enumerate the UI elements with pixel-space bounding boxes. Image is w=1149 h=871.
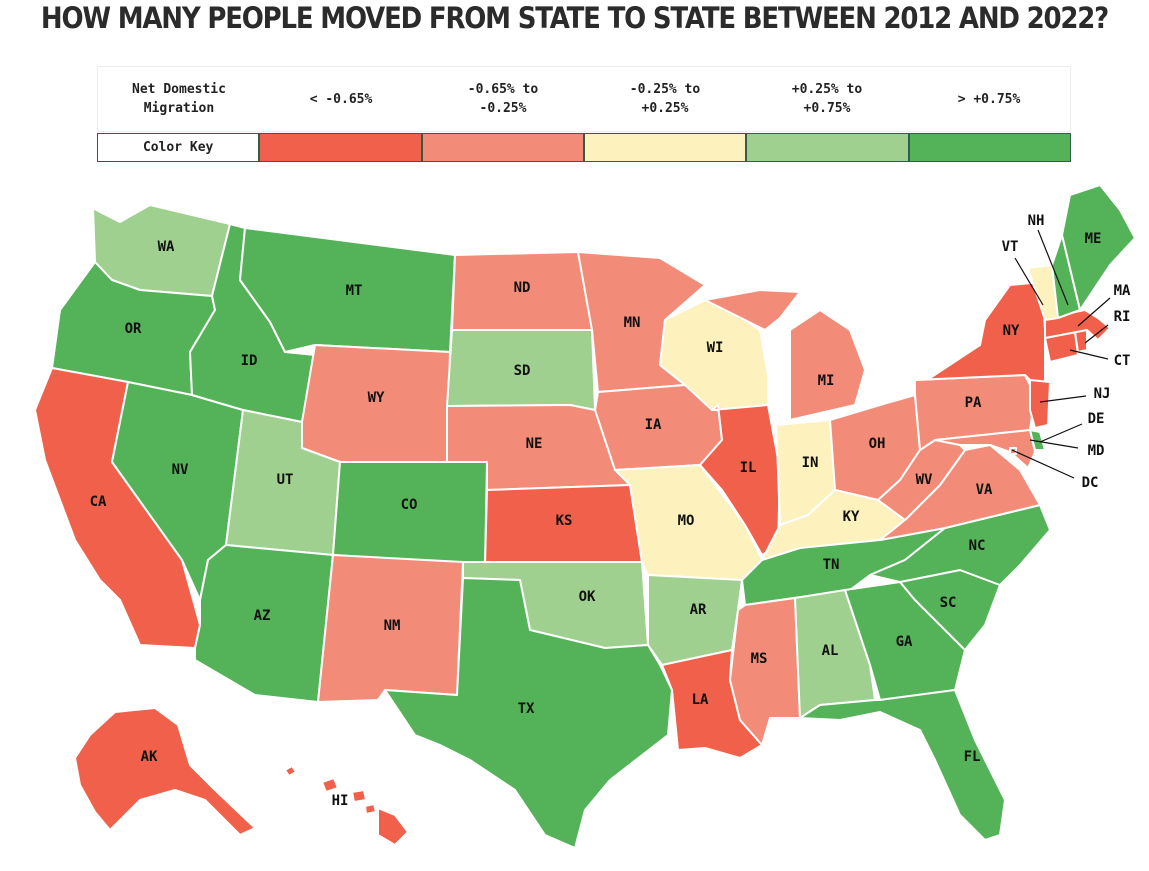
state-label-ct: CT <box>1114 353 1131 369</box>
state-label-de: DE <box>1088 411 1105 427</box>
state-label-ma: MA <box>1114 283 1131 299</box>
state-label-wa: WA <box>158 239 175 255</box>
legend-range-label: +0.25% to +0.75% <box>791 82 863 116</box>
state-label-ok: OK <box>579 589 596 605</box>
state-label-mn: MN <box>624 315 641 331</box>
legend-swatch <box>421 133 584 162</box>
state-label-ca: CA <box>90 494 107 510</box>
state-label-va: VA <box>976 482 993 498</box>
state-il[interactable] <box>699 404 781 556</box>
state-label-wy: WY <box>368 390 385 406</box>
state-label-pa: PA <box>965 395 982 411</box>
state-label-id: ID <box>241 353 258 369</box>
state-label-la: LA <box>692 692 709 708</box>
legend-color-row: Color Key <box>97 133 1071 162</box>
state-label-sc: SC <box>940 595 957 611</box>
legend-swatch <box>259 133 422 162</box>
state-nc[interactable] <box>869 504 1051 586</box>
state-label-mi: MI <box>818 373 835 389</box>
state-label-fl: FL <box>964 749 981 765</box>
leader-line <box>1014 257 1044 306</box>
state-ri[interactable] <box>1074 329 1088 353</box>
state-ak[interactable] <box>74 707 256 836</box>
legend-header: Net Domestic Migration <box>132 82 226 116</box>
state-label-nv: NV <box>172 462 189 478</box>
leader-line <box>1037 229 1069 306</box>
legend-header-row: Net Domestic Migration < -0.65% -0.65% t… <box>97 66 1071 132</box>
state-hi[interactable] <box>284 765 409 846</box>
state-label-ks: KS <box>556 513 573 529</box>
legend-key-label: Color Key <box>97 133 260 162</box>
state-label-vt: VT <box>1002 239 1019 255</box>
state-label-ri: RI <box>1114 309 1131 325</box>
state-label-nd: ND <box>514 280 531 296</box>
state-label-sd: SD <box>514 363 531 379</box>
state-label-hi: HI <box>332 793 349 809</box>
state-mi[interactable] <box>704 289 866 421</box>
state-label-nm: NM <box>384 618 401 634</box>
legend-swatch <box>746 133 909 162</box>
state-label-me: ME <box>1085 231 1102 247</box>
state-label-ny: NY <box>1003 323 1020 339</box>
state-me[interactable] <box>1061 184 1136 311</box>
legend-range-label: > +0.75% <box>957 91 1021 107</box>
legend-swatch <box>908 133 1071 162</box>
state-label-ms: MS <box>751 651 768 667</box>
state-label-mo: MO <box>678 513 695 529</box>
state-co[interactable] <box>332 461 488 566</box>
state-labels: WA OR CA NV ID MT WY UT AZ CO NM ND SD N… <box>90 213 1131 809</box>
state-label-nc: NC <box>969 538 986 554</box>
state-label-ut: UT <box>277 472 294 488</box>
leader-line <box>1039 395 1087 403</box>
state-label-al: AL <box>822 643 839 659</box>
state-md[interactable] <box>934 429 1036 469</box>
state-label-co: CO <box>401 497 418 513</box>
legend: Net Domestic Migration < -0.65% -0.65% t… <box>97 66 1071 162</box>
leader-line <box>1011 449 1075 479</box>
legend-range-label: -0.65% to -0.25% <box>467 82 539 116</box>
state-label-ga: GA <box>896 634 913 650</box>
state-label-il: IL <box>740 460 757 476</box>
state-label-ne: NE <box>526 436 543 452</box>
leader-line <box>1039 423 1083 443</box>
state-label-tx: TX <box>518 701 535 717</box>
state-label-wv: WV <box>916 472 933 488</box>
state-label-tn: TN <box>823 557 840 573</box>
leader-line <box>1084 324 1109 344</box>
state-fl[interactable] <box>799 689 1006 841</box>
state-label-ar: AR <box>690 602 707 618</box>
state-label-nh: NH <box>1028 213 1045 229</box>
leader-line <box>1077 297 1111 327</box>
state-label-dc: DC <box>1082 475 1099 491</box>
state-label-mt: MT <box>346 283 363 299</box>
state-shapes <box>34 184 1136 849</box>
map-title: HOW MANY PEOPLE MOVED FROM STATE TO STAT… <box>40 2 1109 36</box>
leader-lines <box>1011 229 1111 479</box>
state-label-nj: NJ <box>1094 386 1111 402</box>
state-label-ak: AK <box>141 749 158 765</box>
state-tx[interactable] <box>384 577 673 849</box>
state-label-ky: KY <box>843 509 860 525</box>
legend-range-label: < -0.65% <box>309 91 373 107</box>
state-label-wi: WI <box>707 340 724 356</box>
state-label-or: OR <box>125 321 142 337</box>
legend-swatch <box>583 133 747 162</box>
state-label-md: MD <box>1088 443 1105 459</box>
state-label-az: AZ <box>254 608 271 624</box>
leader-line <box>1069 349 1109 360</box>
state-label-in: IN <box>802 455 819 471</box>
leader-line <box>1029 439 1079 449</box>
state-label-ia: IA <box>645 417 662 433</box>
state-label-oh: OH <box>869 436 886 452</box>
legend-range-label: -0.25% to +0.25% <box>629 82 701 116</box>
state-nj[interactable] <box>1029 379 1051 429</box>
